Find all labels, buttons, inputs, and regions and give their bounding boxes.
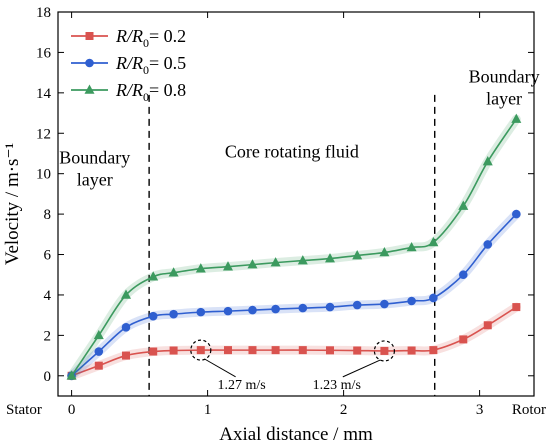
data-point — [66, 370, 77, 380]
data-point — [380, 299, 389, 309]
data-point — [482, 156, 493, 166]
data-point — [196, 307, 206, 317]
data-point — [196, 346, 205, 355]
data-point — [149, 347, 158, 356]
x-tick-label: 1 — [204, 402, 212, 418]
data-point — [512, 209, 521, 219]
region-label: layer — [486, 89, 522, 109]
data-point — [122, 351, 130, 360]
data-point — [407, 346, 416, 355]
y-tick-label: 10 — [36, 167, 51, 183]
data-point — [168, 267, 179, 277]
region-label: Boundary — [59, 148, 130, 168]
annotation-label: 1.27 m/s — [217, 378, 265, 393]
series-1 — [67, 209, 521, 381]
x-tick-label: 0 — [68, 402, 76, 418]
y-tick-label: 4 — [44, 288, 52, 304]
series-0 — [67, 302, 521, 381]
legend: R/R0= 0.2 R/R0= 0.5 R/R0= 0.8 — [71, 26, 186, 104]
data-point — [406, 241, 417, 252]
data-point — [248, 305, 257, 315]
annotation-circle — [190, 339, 212, 361]
y-tick-label: 16 — [36, 45, 52, 61]
data-point — [298, 346, 307, 355]
y-tick-label: 18 — [36, 5, 51, 21]
data-point — [380, 346, 389, 355]
legend-label: R/R0= 0.5 — [115, 53, 186, 77]
rotor-label: Rotor — [512, 402, 546, 418]
data-point — [297, 255, 308, 265]
data-point — [298, 303, 308, 313]
region-label: Boundary — [469, 67, 540, 87]
data-point — [270, 257, 281, 267]
data-point — [429, 293, 438, 303]
y-tick-label: 6 — [44, 248, 52, 264]
y-tick-label: 0 — [44, 369, 52, 385]
legend-label: R/R0= 0.2 — [115, 26, 186, 50]
value-annotation: 1.27 m/s — [190, 339, 266, 393]
annotation-leader — [342, 359, 381, 378]
data-point — [352, 300, 362, 310]
data-point — [247, 259, 258, 269]
x-axis-title: Axial distance / mm — [219, 424, 373, 445]
data-point — [169, 309, 178, 319]
data-point — [429, 346, 438, 355]
data-point — [512, 303, 521, 312]
legend-marker — [85, 58, 94, 68]
data-point — [379, 247, 390, 257]
data-point — [326, 346, 334, 355]
region-label: Core rotating fluid — [225, 142, 359, 162]
data-point — [271, 346, 280, 355]
data-point — [483, 321, 492, 330]
x-tick-label: 2 — [340, 402, 348, 418]
data-point — [458, 200, 469, 210]
data-point — [325, 253, 335, 263]
data-point — [93, 329, 104, 340]
data-point — [224, 346, 232, 355]
data-point — [148, 311, 158, 321]
data-point — [248, 346, 257, 355]
data-point — [94, 361, 103, 370]
data-point — [169, 346, 178, 355]
annotation-leader — [204, 358, 236, 378]
annotation-circle — [373, 340, 395, 362]
data-point — [459, 335, 468, 344]
data-point — [353, 346, 362, 355]
x-tick-label: 3 — [476, 402, 484, 418]
region-label: layer — [77, 170, 113, 190]
data-point — [511, 113, 522, 123]
y-tick-label: 14 — [36, 86, 52, 102]
legend-label: R/R0= 0.8 — [115, 80, 186, 104]
data-point — [195, 263, 206, 273]
data-point — [458, 270, 468, 280]
y-tick-label: 12 — [36, 126, 51, 142]
data-point — [121, 322, 131, 332]
data-point — [223, 306, 233, 316]
plot-frame — [57, 11, 535, 397]
series-2 — [66, 113, 522, 381]
data-point — [148, 271, 159, 281]
stator-label: Stator — [6, 402, 42, 418]
legend-marker — [84, 84, 95, 94]
data-point — [94, 347, 104, 356]
data-point — [483, 240, 493, 249]
data-point — [223, 261, 233, 271]
annotation-label: 1.23 m/s — [313, 378, 361, 393]
legend-marker — [85, 32, 94, 40]
data-point — [121, 289, 131, 299]
value-annotation: 1.23 m/s — [313, 340, 395, 393]
data-point — [325, 302, 335, 312]
data-point — [407, 296, 416, 306]
y-tick-label: 8 — [44, 207, 52, 223]
data-point — [271, 304, 280, 314]
data-point — [428, 236, 439, 247]
data-point — [352, 250, 363, 260]
y-axis-title: Velocity / m·s⁻¹ — [2, 143, 23, 266]
y-tick-label: 2 — [44, 328, 52, 344]
y-axis: 0 2 4 6 8 10 12 14 16 18 — [36, 5, 534, 385]
